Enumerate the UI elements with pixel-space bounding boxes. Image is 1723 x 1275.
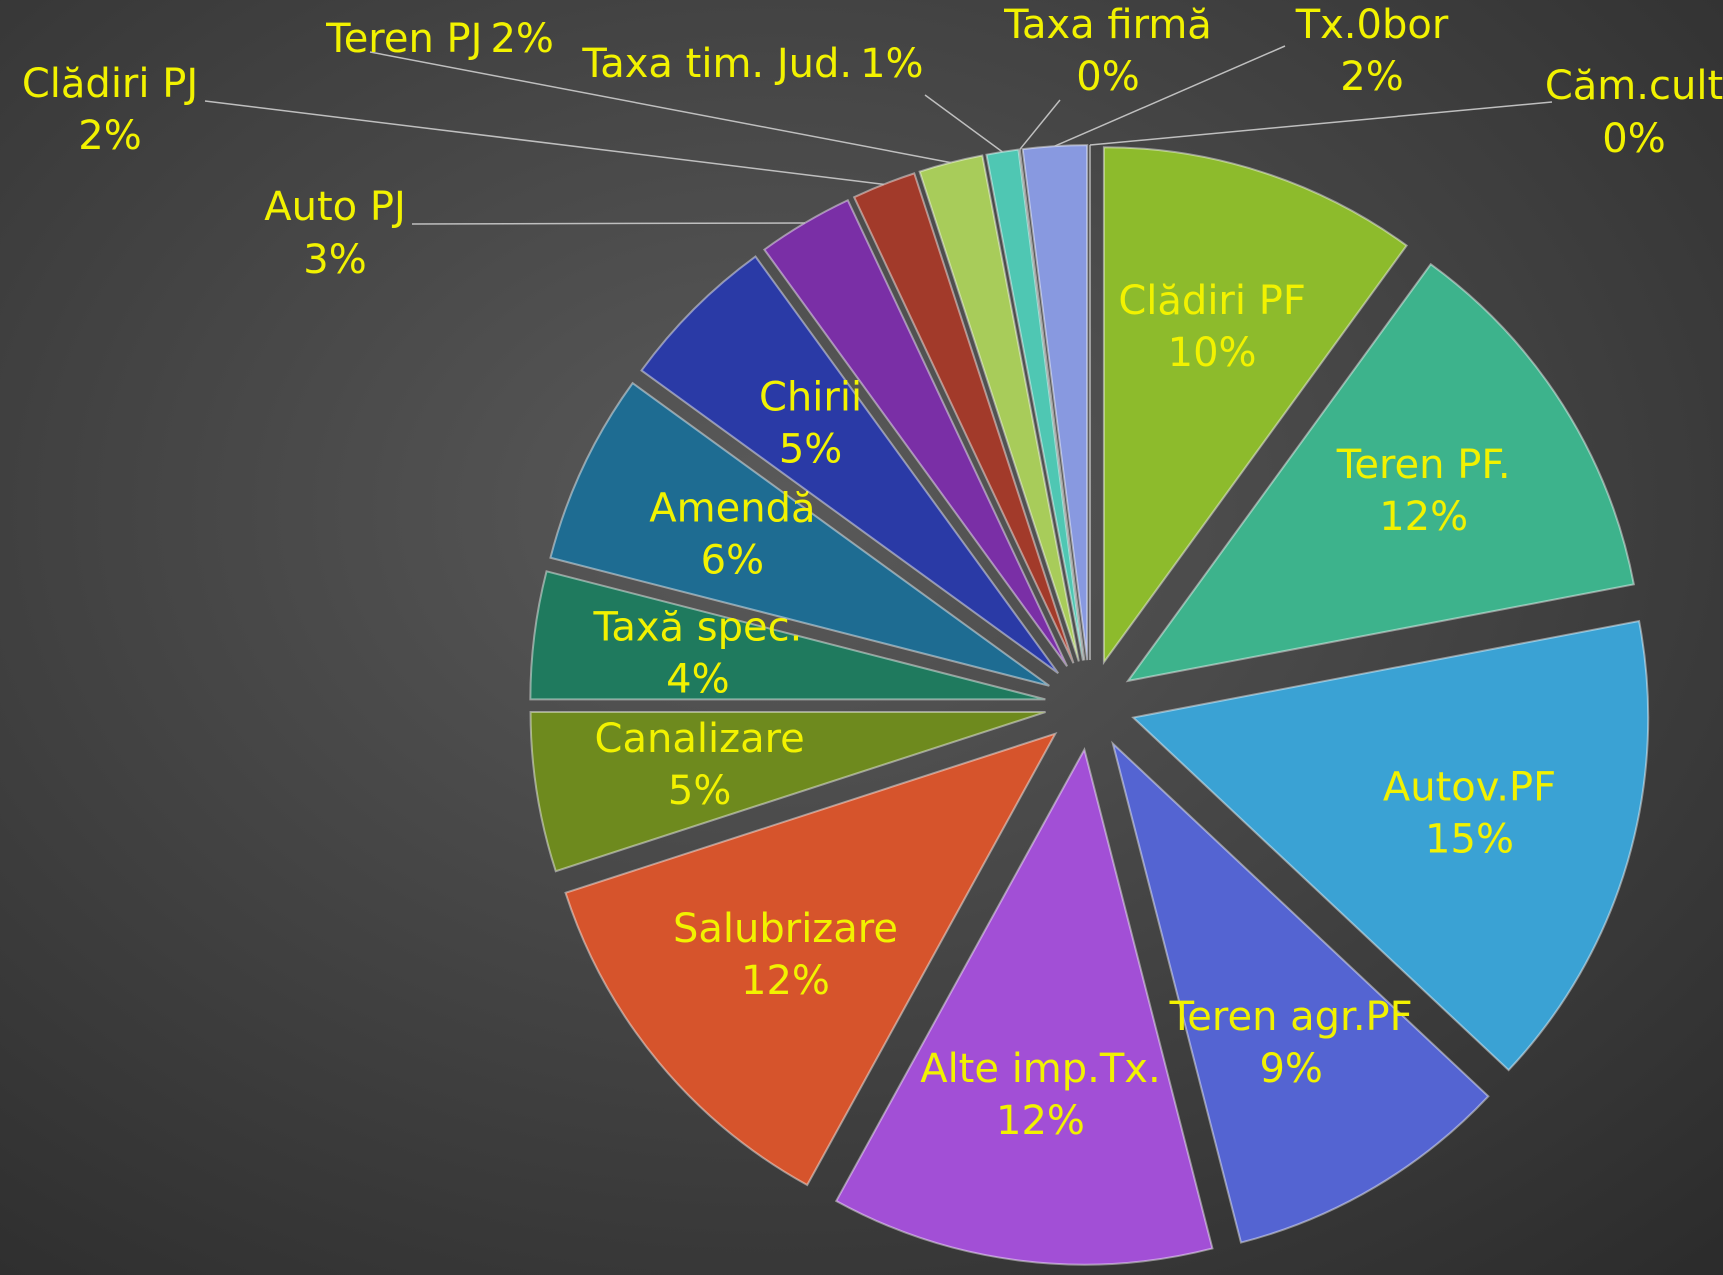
value-label: 9% [1259, 1046, 1322, 1092]
pie-slice [1125, 262, 1636, 683]
category-label: Salubrizare [673, 906, 898, 952]
value-label: 2% [490, 16, 553, 62]
value-label: 3% [303, 237, 366, 283]
leader-line [369, 51, 951, 164]
pie-slice [1102, 146, 1409, 666]
category-label: Amendă [649, 486, 815, 532]
pie-slice [1021, 144, 1089, 661]
leader-line [924, 94, 1003, 153]
pie-slice [640, 255, 1059, 674]
category-label: Teren agr.PF [1169, 994, 1413, 1040]
category-label: Tx.0bor [1295, 2, 1449, 48]
leader-line [1089, 101, 1553, 146]
value-label: 12% [996, 1098, 1085, 1144]
value-label: 1% [860, 41, 923, 87]
category-label: Clădiri PF [1118, 278, 1305, 324]
slice-label: Teren PJ 2% [325, 16, 554, 62]
category-label: Teren PF. [1336, 442, 1511, 488]
category-label: Teren PJ [325, 16, 482, 62]
category-label: Căm.cult [1545, 63, 1723, 109]
pie-slice [529, 711, 1046, 873]
category-label: Autov.PF [1383, 764, 1556, 810]
pie-slice [918, 154, 1080, 662]
value-label: 6% [701, 538, 764, 584]
value-label: 12% [1379, 494, 1468, 540]
leader-line [411, 222, 805, 225]
pie-slice [529, 570, 1046, 701]
leader-line [1019, 99, 1061, 150]
value-label: 12% [741, 958, 830, 1004]
leader-line [204, 100, 884, 186]
value-label: 15% [1425, 816, 1514, 862]
pie-slice [1111, 740, 1490, 1244]
pie-slice [852, 172, 1075, 664]
category-label: Auto PJ [264, 184, 406, 230]
value-label: 2% [1340, 54, 1403, 100]
value-label: 5% [668, 768, 731, 814]
category-label: Chirii [759, 375, 862, 421]
category-label: Taxa firmă [1003, 2, 1212, 48]
category-label: Taxa tim. Jud. [581, 41, 852, 87]
pie-slice [564, 731, 1058, 1187]
value-label: 2% [78, 113, 141, 159]
pie-slice [834, 746, 1214, 1266]
value-label: 10% [1168, 330, 1257, 376]
value-label: 0% [1076, 54, 1139, 100]
pie-slice [549, 381, 1050, 687]
slice-label: Taxa tim. Jud. 1% [581, 41, 923, 87]
value-label: 0% [1602, 116, 1665, 162]
value-label: 4% [666, 656, 729, 702]
pie-slice [762, 198, 1068, 667]
category-label: Canalizare [595, 716, 805, 762]
category-label: Alte imp.Tx. [920, 1046, 1161, 1092]
pie-slice [1131, 619, 1650, 1072]
value-label: 5% [779, 427, 842, 473]
category-label: Clădiri PJ [22, 61, 198, 107]
leader-line [1054, 45, 1286, 147]
